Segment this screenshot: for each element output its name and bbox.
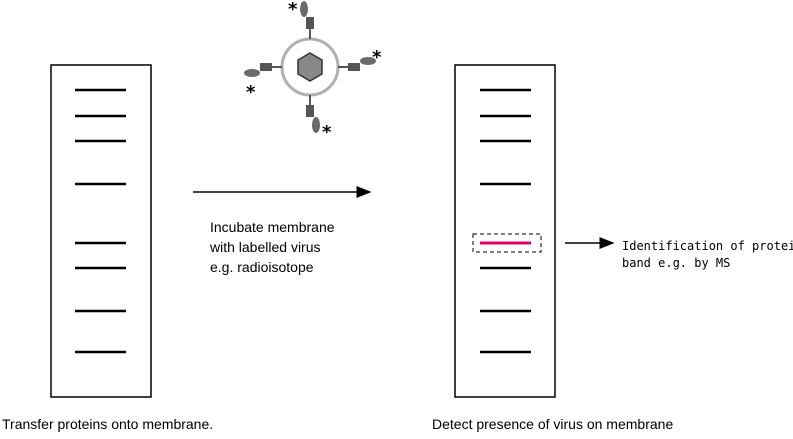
left-caption: Transfer proteins onto membrane. xyxy=(2,416,214,432)
radiolabel-marker: * xyxy=(322,122,332,143)
identification-note: Identification of protein band e.g. by M… xyxy=(622,238,793,272)
process-line-1: Incubate membrane xyxy=(210,219,335,235)
right-membrane-outline xyxy=(454,64,556,398)
identification-line-2: band e.g. by MS xyxy=(622,256,731,270)
virus-receptor xyxy=(348,63,360,71)
label-ligand xyxy=(300,1,308,17)
left-membrane xyxy=(50,64,152,398)
identification-line-1: Identification of protein xyxy=(622,239,793,253)
label-ligand xyxy=(244,69,260,77)
label-ligand xyxy=(360,57,376,65)
left-membrane-outline xyxy=(50,64,152,398)
virus-receptor xyxy=(306,17,314,29)
radiolabel-marker: * xyxy=(288,0,298,20)
process-description: Incubate membrane with labelled virus e.… xyxy=(210,217,335,277)
virus-receptor xyxy=(260,63,272,71)
process-line-2: with labelled virus xyxy=(210,239,321,255)
virus-receptor xyxy=(306,105,314,117)
virus-capsid xyxy=(297,52,323,82)
right-membrane xyxy=(454,64,556,398)
label-ligand xyxy=(312,117,320,133)
process-line-3: e.g. radioisotope xyxy=(210,259,314,275)
right-caption: Detect presence of virus on membrane xyxy=(432,416,674,432)
radiolabel-marker: * xyxy=(246,82,256,103)
radiolabel-marker: * xyxy=(372,47,382,68)
highlighted-band-box xyxy=(472,233,542,253)
labelled-virus-icon: * * * * xyxy=(244,0,382,143)
